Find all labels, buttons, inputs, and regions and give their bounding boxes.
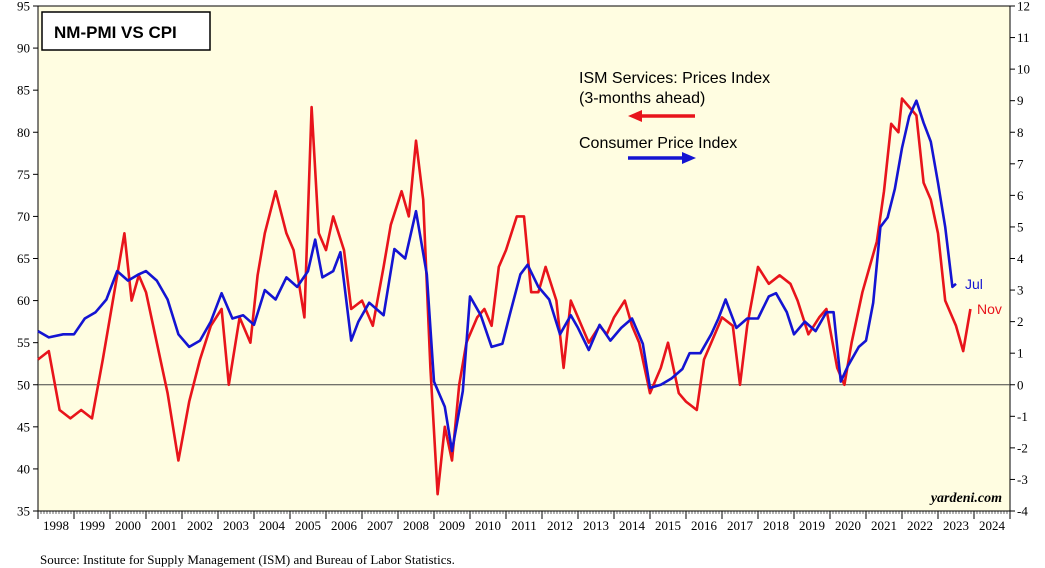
year-tick-label: 2006	[331, 518, 358, 533]
right-tick-label: 5	[1017, 219, 1024, 234]
series-ism-prices-line	[37, 97, 972, 496]
year-tick-label: 2007	[367, 518, 394, 533]
year-tick-label: 1999	[79, 518, 105, 533]
year-tick-label: 2021	[871, 518, 897, 533]
right-tick-label: -2	[1017, 440, 1028, 455]
legend-ism-arrowhead	[628, 110, 642, 122]
year-tick-label: 1998	[43, 518, 69, 533]
year-tick-label: 2018	[763, 518, 789, 533]
right-tick-label: 8	[1017, 125, 1024, 140]
year-tick-label: 2015	[655, 518, 681, 533]
right-tick-label: 2	[1017, 314, 1024, 329]
right-tick-label: 10	[1017, 62, 1030, 77]
year-tick-label: 2023	[943, 518, 969, 533]
right-tick-label: 9	[1017, 93, 1024, 108]
year-tick-label: 2008	[403, 518, 429, 533]
x-axis: 1998 1999 2000 2001 2002 2003 2004 2005 2006 2007…	[37, 511, 1011, 533]
year-tick-label: 2024	[979, 518, 1006, 533]
watermark: yardeni.com	[929, 491, 1002, 506]
right-tick-label: 4	[1017, 251, 1024, 266]
series-cpi-line	[37, 99, 957, 453]
ism-end-label: Nov	[977, 301, 1002, 317]
year-tick-label: 2013	[583, 518, 609, 533]
legend-ism-sublabel: (3-months ahead)	[579, 90, 705, 107]
right-tick-label: 6	[1017, 188, 1024, 203]
right-tick-label: 1	[1017, 346, 1024, 361]
right-tick-label: 0	[1017, 377, 1024, 392]
year-tick-label: 2019	[799, 518, 825, 533]
year-tick-label: 2001	[151, 518, 177, 533]
right-tick-label: 7	[1017, 156, 1024, 171]
year-tick-label: 2012	[547, 518, 573, 533]
year-tick-label: 2009	[439, 518, 465, 533]
right-tick-label: 3	[1017, 283, 1024, 298]
right-tick-label: -1	[1017, 409, 1028, 424]
left-tick-label: 35	[17, 504, 30, 519]
right-tick-label: -4	[1017, 504, 1028, 519]
year-tick-label: 2002	[187, 518, 213, 533]
year-tick-label: 2004	[259, 518, 286, 533]
right-tick-label: 12	[1017, 0, 1030, 14]
left-tick-label: 80	[17, 125, 30, 140]
left-tick-label: 40	[17, 461, 30, 476]
source-note: Source: Institute for Supply Management …	[40, 552, 455, 567]
cpi-end-label: Jul	[965, 276, 983, 292]
left-tick-label: 50	[17, 377, 30, 392]
left-tick-label: 45	[17, 419, 30, 434]
legend-cpi-arrowhead	[682, 152, 696, 164]
left-tick-label: 60	[17, 293, 30, 308]
plot-area	[37, 5, 1011, 512]
year-tick-label: 2017	[727, 518, 754, 533]
right-tick-label: -3	[1017, 472, 1028, 487]
year-tick-label: 2020	[835, 518, 861, 533]
year-tick-label: 2003	[223, 518, 249, 533]
year-tick-label: 2016	[691, 518, 718, 533]
year-tick-label: 2010	[475, 518, 501, 533]
left-tick-label: 65	[17, 251, 30, 266]
title-box	[41, 11, 211, 51]
left-tick-label: 75	[17, 167, 30, 182]
left-tick-label: 70	[17, 209, 30, 224]
year-tick-label: 2022	[907, 518, 933, 533]
left-tick-label: 90	[17, 41, 30, 56]
legend-ism-label: ISM Services: Prices Index	[579, 70, 770, 87]
left-axis: 35 40 45 50 55 60 65 70 75 80 85 90 95	[17, 0, 38, 519]
left-tick-label: 55	[17, 335, 30, 350]
legend-cpi-label: Consumer Price Index	[579, 135, 737, 152]
year-tick-label: 2011	[511, 518, 537, 533]
right-tick-label: 11	[1017, 30, 1030, 45]
left-tick-label: 95	[17, 0, 30, 14]
year-tick-label: 2014	[619, 518, 646, 533]
chart-title: NM-PMI VS CPI	[54, 23, 177, 42]
left-tick-label: 85	[17, 83, 30, 98]
year-tick-label: 2005	[295, 518, 321, 533]
year-tick-label: 2000	[115, 518, 141, 533]
